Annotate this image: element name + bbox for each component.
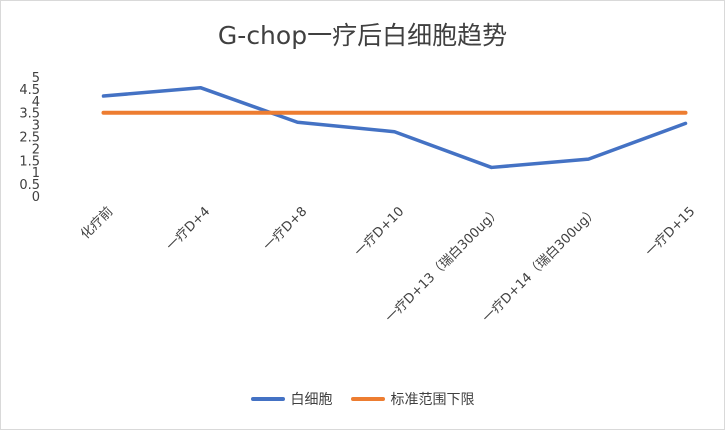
x-category-label: 一疗D+8	[261, 204, 311, 254]
y-tick-label: 2	[32, 142, 40, 157]
series-lines	[101, 85, 688, 170]
x-axis: 化疗前 一疗D+4 一疗D+8 一疗D+10一疗D+13（瑞白300ug）一疗D+14…	[77, 204, 698, 326]
x-category-label: 一疗D+10	[352, 204, 407, 259]
legend-label-lower-limit: 标准范围下限	[390, 392, 475, 408]
y-tick-label: 3	[32, 119, 40, 134]
y-tick-label: 1.5	[19, 154, 40, 169]
y-tick-label: 4	[32, 95, 40, 110]
x-category-label: 一疗D+15	[643, 204, 698, 259]
y-tick-label: 4.5	[19, 83, 40, 98]
chart-title: G-chop一疗后白细胞趋势	[217, 21, 508, 50]
y-tick-label: 1	[32, 166, 40, 181]
legend-item-lower-limit: 标准范围下限	[350, 389, 475, 409]
legend-swatch-wbc	[250, 397, 285, 401]
legend-label-wbc: 白细胞	[290, 392, 333, 408]
y-tick-label: 0	[32, 190, 40, 205]
series-line-wbc	[101, 85, 688, 170]
x-category-label: 化疗前	[77, 204, 116, 243]
x-category-label: 一疗D+4	[164, 204, 214, 254]
y-tick-label: 5	[32, 71, 40, 86]
y-tick-label: 2.5	[19, 131, 40, 146]
y-axis: 00.511.522.533.544.55	[19, 71, 40, 205]
y-tick-label: 3.5	[19, 107, 40, 122]
legend-swatch-lower-limit	[350, 397, 385, 401]
x-category-label: 一疗D+14（瑞白300ug）	[479, 204, 601, 326]
legend: 白细胞 标准范围下限	[0, 389, 725, 409]
x-category-label: 一疗D+13（瑞白300ug）	[382, 204, 504, 326]
y-tick-label: 0.5	[19, 178, 40, 193]
legend-item-wbc: 白细胞	[250, 389, 333, 409]
